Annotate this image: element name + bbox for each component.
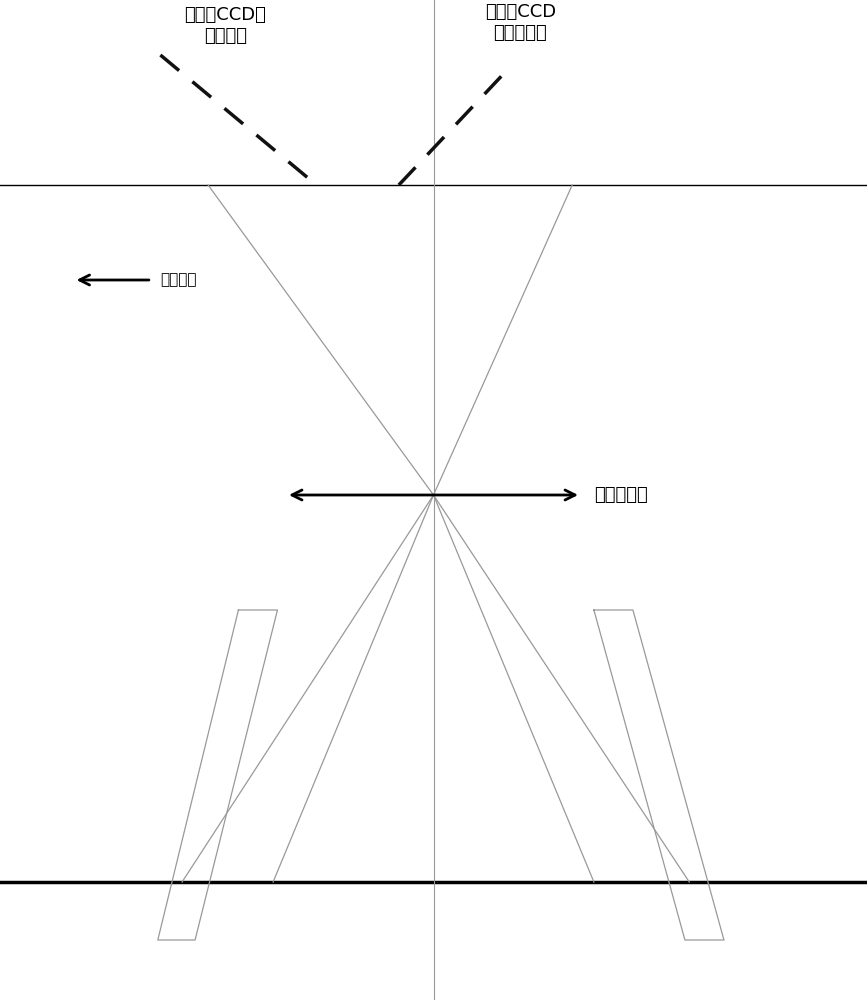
Text: 飞行方向: 飞行方向 [160,272,197,288]
Text: 广角单镜头: 广角单镜头 [594,486,648,504]
Text: 多线阵CCD
图像传感器: 多线阵CCD 图像传感器 [485,3,556,42]
Text: 多线阵CCD图
像传感器: 多线阵CCD图 像传感器 [185,6,266,45]
